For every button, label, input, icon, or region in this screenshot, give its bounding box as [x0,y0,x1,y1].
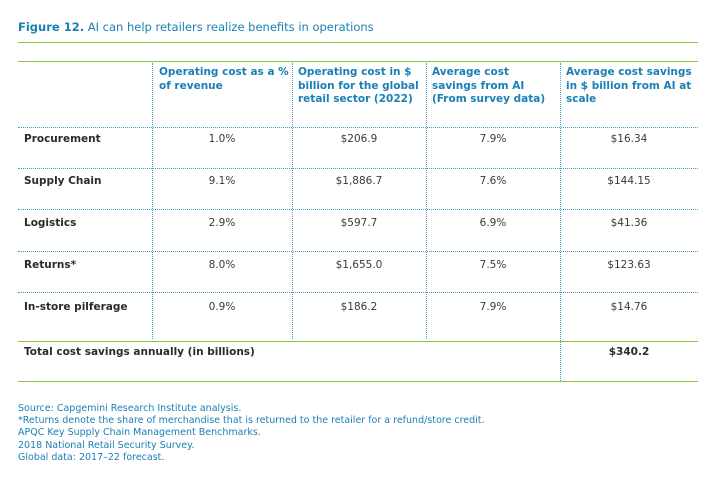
figure-title: Figure 12. AI can help retailers realize… [18,20,374,34]
table-cell: 0.9% [208,301,236,313]
row-divider [18,168,698,169]
row-label: Logistics [24,217,77,229]
table-cell: $41.36 [610,217,648,229]
figure-title-text: AI can help retailers realize benefits i… [87,20,374,34]
column-divider [560,63,561,381]
table-cell: 8.0% [208,259,236,271]
column-header-savings-billion: Average cost savings in $ billion from A… [566,66,692,105]
table-cell: 7.5% [479,259,507,271]
column-divider [292,63,293,339]
row-divider [18,209,698,210]
table-cell: 6.9% [479,217,507,229]
table-cell: $14.76 [610,301,648,313]
table-cell: $186.2 [340,301,378,313]
row-label: Supply Chain [24,175,102,187]
table-cell: $597.7 [340,217,378,229]
row-label: Procurement [24,133,101,145]
row-divider [18,127,698,128]
row-label: Returns* [24,259,77,271]
figure-number: Figure 12. [18,20,85,34]
source-line: 2018 National Retail Security Survey. [18,439,195,451]
total-label: Total cost savings annually (in billions… [24,346,255,358]
table-cell: $1,655.0 [335,259,383,271]
source-line: APQC Key Supply Chain Management Benchma… [18,427,261,439]
total-value: $340.2 [608,346,650,358]
column-header-cost-billion: Operating cost in $ billion for the glob… [298,66,419,105]
table-cell: 9.1% [208,175,236,187]
column-header-avg-savings: Average cost savings from AI (From surve… [432,66,546,105]
column-divider [152,63,153,339]
table-bottom-rule [18,381,698,382]
column-divider [426,63,427,339]
total-top-rule [18,341,698,342]
table-cell: 2.9% [208,217,236,229]
source-line: Source: Capgemini Research Institute ana… [18,403,242,414]
table-cell: $206.9 [340,133,378,145]
table-cell: 7.6% [479,175,507,187]
source-line: *Returns denote the share of merchandise… [18,415,485,427]
title-divider [18,42,698,43]
column-header-cost-percent: Operating cost as a % of revenue [159,66,289,92]
source-line: Global data: 2017–22 forecast. [18,451,165,463]
table-cell: $123.63 [607,259,651,271]
table-cell: $1,886.7 [335,175,383,187]
source-notes: Source: Capgemini Research Institute ana… [18,403,485,464]
table-cell: 7.9% [479,133,507,145]
row-divider [18,292,698,293]
table-cell: $16.34 [610,133,648,145]
table-top-rule [18,61,698,62]
table-cell: $144.15 [607,175,651,187]
table-cell: 7.9% [479,301,507,313]
row-label: In-store pilferage [24,301,128,313]
table-cell: 1.0% [208,133,236,145]
row-divider [18,251,698,252]
